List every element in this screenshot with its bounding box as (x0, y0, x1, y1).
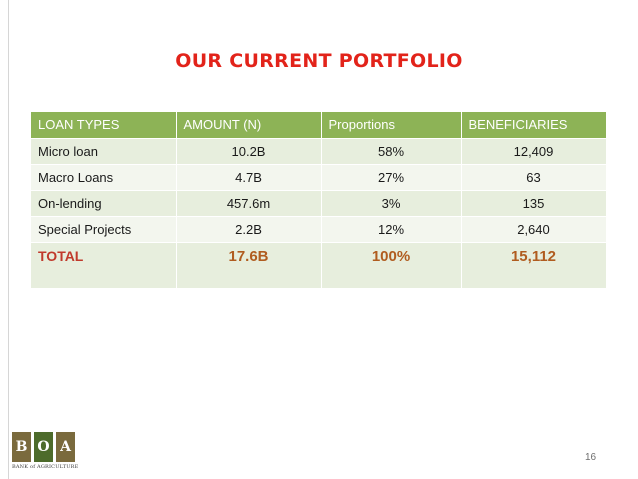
cell-beneficiaries: 63 (461, 163, 607, 190)
logo-tagline: BANK of AGRICULTURE (12, 464, 79, 470)
cell-loan-type: On-lending (31, 189, 177, 216)
table-row: On-lending 457.6m 3% 135 (31, 189, 607, 216)
header-loan-types: LOAN TYPES (31, 112, 177, 138)
logo-letter-b: B (12, 432, 31, 462)
table-row: Macro Loans 4.7B 27% 63 (31, 163, 607, 190)
cell-beneficiaries: 135 (461, 189, 607, 216)
table-row: Special Projects 2.2B 12% 2,640 (31, 215, 607, 242)
total-beneficiaries: 15,112 (461, 241, 607, 288)
total-amount: 17.6B (176, 241, 322, 288)
cell-amount: 10.2B (176, 137, 322, 164)
table-row: Micro loan 10.2B 58% 12,409 (31, 137, 607, 164)
cell-proportion: 3% (321, 189, 462, 216)
cell-proportion: 58% (321, 137, 462, 164)
slide-title: OUR CURRENT PORTFOLIO (175, 50, 463, 72)
header-proportions: Proportions (321, 112, 462, 138)
total-row: TOTAL 17.6B 100% 15,112 (31, 241, 607, 288)
logo-letter-o: O (34, 432, 53, 462)
cell-amount: 2.2B (176, 215, 322, 242)
cell-loan-type: Special Projects (31, 215, 177, 242)
logo-letter-boxes: B O A (12, 432, 78, 462)
cell-beneficiaries: 2,640 (461, 215, 607, 242)
cell-loan-type: Micro loan (31, 137, 177, 164)
portfolio-table: LOAN TYPES AMOUNT (N) Proportions BENEFI… (31, 112, 607, 288)
cell-amount: 457.6m (176, 189, 322, 216)
header-beneficiaries: BENEFICIARIES (461, 112, 607, 138)
table-header-row: LOAN TYPES AMOUNT (N) Proportions BENEFI… (31, 112, 607, 138)
total-label: TOTAL (31, 241, 177, 288)
boa-logo: B O A BANK of AGRICULTURE (12, 432, 78, 474)
cell-amount: 4.7B (176, 163, 322, 190)
cell-beneficiaries: 12,409 (461, 137, 607, 164)
cell-loan-type: Macro Loans (31, 163, 177, 190)
total-proportion: 100% (321, 241, 462, 288)
cell-proportion: 27% (321, 163, 462, 190)
cell-proportion: 12% (321, 215, 462, 242)
slide-edge-divider (8, 0, 9, 479)
header-amount: AMOUNT (N) (176, 112, 322, 138)
page-number: 16 (585, 452, 597, 463)
logo-letter-a: A (56, 432, 75, 462)
